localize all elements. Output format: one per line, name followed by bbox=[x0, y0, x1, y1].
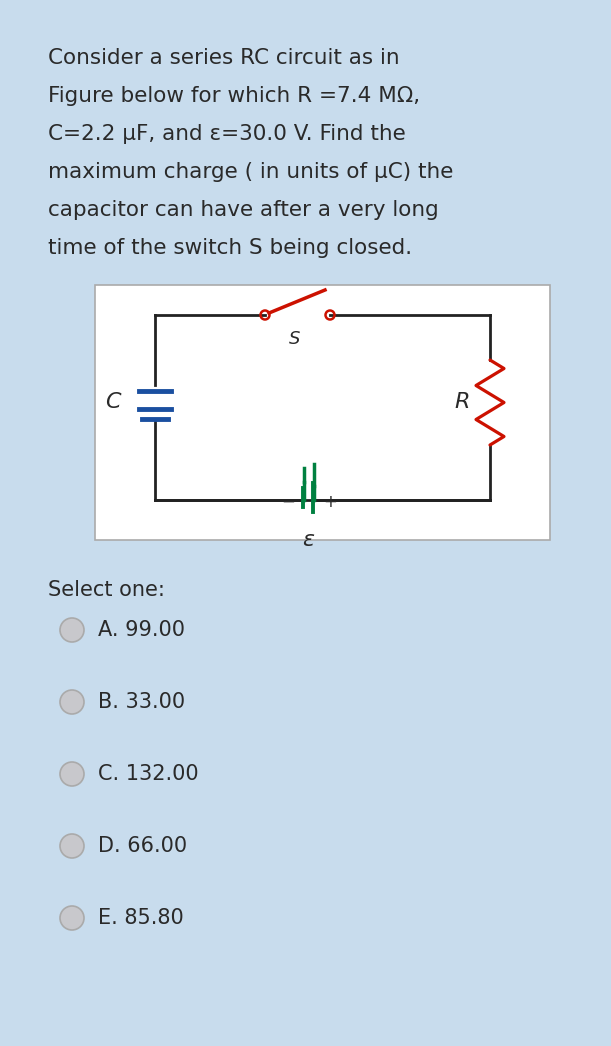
Circle shape bbox=[60, 618, 84, 642]
Text: E. 85.80: E. 85.80 bbox=[98, 908, 184, 928]
Text: ε: ε bbox=[302, 530, 314, 550]
Text: time of the switch S being closed.: time of the switch S being closed. bbox=[48, 238, 412, 258]
Text: maximum charge ( in units of μC) the: maximum charge ( in units of μC) the bbox=[48, 162, 453, 182]
FancyBboxPatch shape bbox=[95, 285, 550, 540]
Circle shape bbox=[60, 761, 84, 786]
Text: B. 33.00: B. 33.00 bbox=[98, 692, 185, 712]
Text: Select one:: Select one: bbox=[48, 579, 165, 600]
Text: C. 132.00: C. 132.00 bbox=[98, 764, 199, 784]
Text: Consider a series RC circuit as in: Consider a series RC circuit as in bbox=[48, 48, 400, 68]
Circle shape bbox=[60, 834, 84, 858]
Text: C=2.2 μF, and ε=30.0 V. Find the: C=2.2 μF, and ε=30.0 V. Find the bbox=[48, 124, 406, 144]
Circle shape bbox=[60, 690, 84, 714]
Text: Figure below for which R =7.4 MΩ,: Figure below for which R =7.4 MΩ, bbox=[48, 86, 420, 106]
Circle shape bbox=[60, 906, 84, 930]
Text: R: R bbox=[454, 392, 470, 412]
Text: D. 66.00: D. 66.00 bbox=[98, 836, 187, 856]
Text: capacitor can have after a very long: capacitor can have after a very long bbox=[48, 200, 439, 220]
Text: S: S bbox=[289, 329, 300, 348]
Text: +: + bbox=[323, 493, 337, 511]
Text: A. 99.00: A. 99.00 bbox=[98, 620, 185, 640]
Text: C: C bbox=[105, 392, 121, 412]
Text: −: − bbox=[281, 493, 295, 511]
